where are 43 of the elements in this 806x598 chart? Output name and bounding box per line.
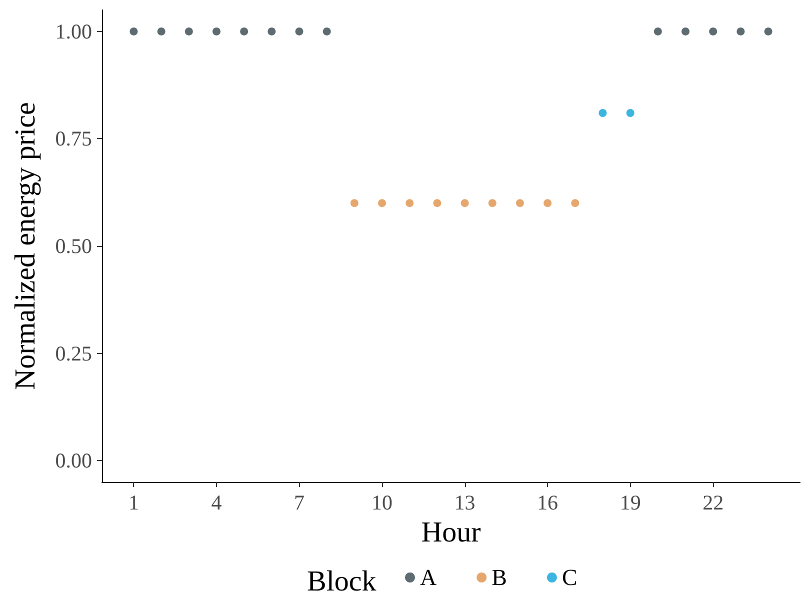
x-axis-title: Hour — [421, 516, 482, 548]
y-tick-label: 0.25 — [55, 341, 92, 366]
point — [240, 27, 248, 36]
point — [322, 27, 331, 36]
x-tick-label: 19 — [620, 490, 641, 514]
x-tick-label: 16 — [537, 490, 558, 514]
x-tick-label: 7 — [294, 490, 305, 514]
point — [544, 199, 552, 208]
y-tick-label: 0.00 — [55, 448, 92, 473]
x-tick-label: 10 — [372, 490, 393, 514]
point — [764, 27, 772, 36]
legend-label: B — [492, 565, 507, 590]
x-tick-label: 22 — [702, 490, 724, 514]
point — [682, 27, 690, 36]
point — [736, 27, 745, 36]
point — [378, 199, 386, 208]
point — [212, 27, 220, 36]
point — [268, 27, 276, 36]
point — [571, 199, 580, 208]
legend-label: A — [420, 565, 437, 590]
x-tick-label: 13 — [454, 490, 476, 514]
point — [460, 199, 469, 208]
y-axis-title: Normalized energy price — [10, 102, 42, 390]
point — [626, 108, 634, 117]
point — [350, 199, 358, 208]
y-tick-label: 0.75 — [55, 126, 92, 151]
x-tick-label: 1 — [128, 490, 139, 514]
point — [295, 27, 304, 36]
point — [598, 108, 607, 117]
point — [654, 27, 662, 36]
point — [184, 27, 193, 36]
point — [488, 199, 496, 208]
legend-label: C — [562, 565, 578, 590]
point — [406, 199, 414, 208]
point — [157, 27, 166, 36]
point — [709, 27, 718, 36]
point — [516, 199, 524, 208]
y-tick-label: 0.50 — [55, 234, 92, 258]
x-tick-label: 4 — [211, 490, 222, 514]
point — [130, 27, 138, 36]
y-tick-label: 1.00 — [55, 19, 92, 44]
legend-title: Block — [307, 566, 377, 598]
point — [433, 199, 442, 208]
